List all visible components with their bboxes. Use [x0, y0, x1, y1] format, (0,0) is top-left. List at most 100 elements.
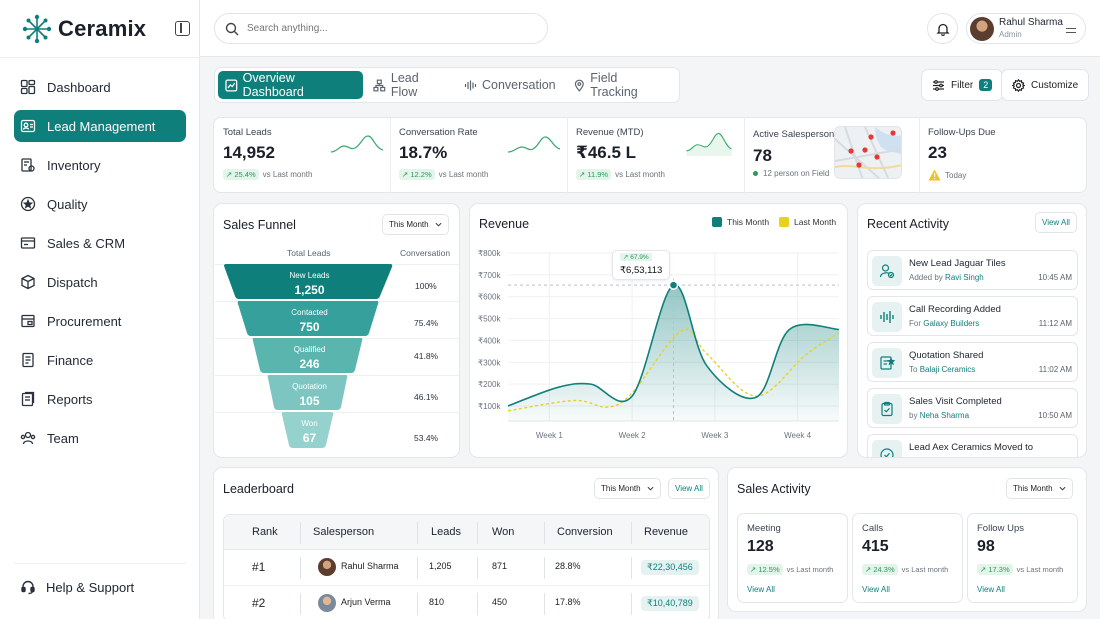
search-box[interactable] [214, 13, 548, 44]
column-divider [417, 557, 418, 579]
sidebar-item-quality[interactable]: Quality [14, 188, 186, 220]
sidebar-item-dashboard[interactable]: Dashboard [14, 71, 186, 103]
kpi-title: Total Leads [223, 127, 272, 138]
card-title: Revenue [479, 217, 530, 231]
filter-button[interactable]: Filter 2 [921, 69, 1004, 101]
conversion-cell: 28.8% [555, 561, 581, 571]
sidebar-item-team[interactable]: Team [14, 422, 186, 454]
activity-item[interactable]: Lead Aex Ceramics Moved to [867, 434, 1078, 457]
check-circle-icon [872, 440, 902, 457]
kpi-revenue[interactable]: Revenue (MTD) ₹46.5 L ↗ 11.9% vs Last mon… [567, 118, 744, 194]
trend-up-chip: ↗ 12.5% [747, 564, 783, 575]
funnel-col-leads: Total Leads [287, 248, 331, 258]
column-header: Revenue [644, 526, 689, 538]
y-tick-label: ₹500k [478, 315, 501, 324]
stat-view-all-link[interactable]: View All [977, 585, 1005, 594]
activity-time: 10:45 AM [1038, 273, 1072, 282]
kpi-title: Active Salesperson [753, 129, 835, 140]
sidebar-item-sales-crm[interactable]: Sales & CRM [14, 227, 186, 259]
conversion-cell: 17.8% [555, 597, 581, 607]
sidebar-item-label: Finance [47, 352, 94, 368]
activity-subtitle: To Balaji Ceramics [909, 365, 976, 374]
tab-field-tracking[interactable]: Field Tracking [566, 71, 673, 99]
y-tick-label: ₹300k [478, 358, 501, 367]
sales-stat-follow-ups[interactable]: Follow Ups 98 ↗ 17.3% vs Last month View … [967, 513, 1078, 603]
sales-stat-meeting[interactable]: Meeting 128 ↗ 12.5% vs Last month View Al… [737, 513, 848, 603]
inventory-icon [19, 156, 37, 174]
sidebar-nav: Dashboard Lead Management Inventory Qual… [14, 71, 186, 461]
sidebar-item-lead-management[interactable]: Lead Management [14, 110, 186, 142]
brand[interactable]: Ceramix [22, 14, 146, 44]
column-divider [477, 593, 478, 615]
column-header: Won [492, 526, 515, 538]
user-add-icon [872, 256, 902, 286]
help-support-link[interactable]: Help & Support [19, 578, 134, 596]
dashboard-tabs: Overview Dashboard Lead Flow Conversatio… [214, 67, 680, 103]
activity-item[interactable]: Call Recording Added For Galaxy Builders… [867, 296, 1078, 336]
column-divider [544, 593, 545, 615]
map-icon [835, 127, 901, 178]
leads-cell: 810 [429, 597, 445, 607]
leaderboard-view-all-button[interactable]: View All [668, 478, 710, 499]
help-support-label: Help & Support [46, 579, 135, 595]
stat-view-all-link[interactable]: View All [747, 585, 775, 594]
customize-button[interactable]: Customize [1001, 69, 1090, 101]
quotation-icon [872, 348, 902, 378]
search-input[interactable] [247, 23, 527, 34]
sidebar-item-finance[interactable]: Finance [14, 344, 186, 376]
sidebar-item-procurement[interactable]: Procurement [14, 305, 186, 337]
activity-item[interactable]: Quotation Shared To Balaji Ceramics 11:0… [867, 342, 1078, 382]
field-map-thumbnail[interactable] [834, 126, 902, 179]
column-divider [300, 557, 301, 579]
sidebar-collapse-icon[interactable] [175, 21, 190, 36]
stat-title: Calls [862, 523, 884, 534]
kpi-footer: 12 person on Field [753, 169, 829, 178]
user-menu[interactable]: Rahul Sharma Admin [966, 13, 1086, 44]
tab-lead-flow[interactable]: Lead Flow [366, 71, 454, 99]
sidebar-item-inventory[interactable]: Inventory [14, 149, 186, 181]
tab-conversation[interactable]: Conversation [457, 71, 563, 99]
stat-view-all-link[interactable]: View All [862, 585, 890, 594]
team-icon [19, 429, 37, 447]
notifications-button[interactable] [927, 13, 958, 44]
kpi-value: ₹46.5 L [576, 143, 637, 162]
kpi-total-leads[interactable]: Total Leads 14,952 ↗ 25.4% vs Last month [214, 118, 390, 194]
chart-legend: This Month Last Month [712, 217, 836, 227]
tooltip-change: ↗ 67.9% [620, 253, 652, 261]
dashboard-icon [19, 78, 37, 96]
kpi-value: 78 [753, 146, 772, 165]
sidebar-divider [0, 57, 200, 58]
card-title: Recent Activity [867, 217, 949, 231]
filter-count-badge: 2 [979, 79, 993, 91]
kpi-conversation-rate[interactable]: Conversation Rate 18.7% ↗ 12.2% vs Last m… [390, 118, 567, 194]
tab-overview-dashboard[interactable]: Overview Dashboard [218, 71, 364, 99]
kpi-footer: ↗ 12.2% vs Last month [399, 169, 488, 180]
kpi-active-salesperson[interactable]: Active Salesperson 78 12 person on Field [744, 118, 919, 194]
sidebar-item-dispatch[interactable]: Dispatch [14, 266, 186, 298]
funnel-stage-new-leads-text: New Leads 1,250 [289, 271, 330, 297]
tab-label: Overview Dashboard [242, 71, 304, 99]
sales-stat-calls[interactable]: Calls 415 ↗ 24.3% vs Last month View All [852, 513, 963, 603]
top-bar: Rahul Sharma Admin [200, 0, 1100, 57]
user-name: Rahul Sharma [999, 16, 1063, 28]
column-divider [544, 522, 545, 544]
stat-value: 128 [747, 538, 774, 555]
activity-view-all-button[interactable]: View All [1035, 212, 1077, 233]
leaderboard-period-select[interactable]: This Month [594, 478, 661, 499]
sidebar-divider [14, 563, 186, 564]
funnel-period-select[interactable]: This Month [382, 214, 449, 235]
activity-item[interactable]: New Lead Jaguar Tiles Added by Ravi Sing… [867, 250, 1078, 290]
user-role: Admin [999, 29, 1022, 39]
sales-activity-period-select[interactable]: This Month [1006, 478, 1073, 499]
sidebar-item-reports[interactable]: Reports [14, 383, 186, 415]
filter-label: Filter [951, 79, 974, 91]
clipboard-icon [872, 394, 902, 424]
leads-cell: 1,205 [429, 561, 452, 571]
kpi-follow-ups[interactable]: Follow-Ups Due 23 Today [919, 118, 1087, 194]
activity-item[interactable]: Sales Visit Completed by Neha Sharma 10:… [867, 388, 1078, 428]
table-row[interactable]: #2 Arjun Verma 810 450 17.8% ₹10,40,789 [224, 586, 709, 619]
stat-value: 415 [862, 538, 889, 555]
avatar [318, 594, 336, 612]
kpi-divider [744, 118, 745, 194]
table-row[interactable]: #1 Rahul Sharma 1,205 871 28.8% ₹22,30,4… [224, 550, 709, 586]
